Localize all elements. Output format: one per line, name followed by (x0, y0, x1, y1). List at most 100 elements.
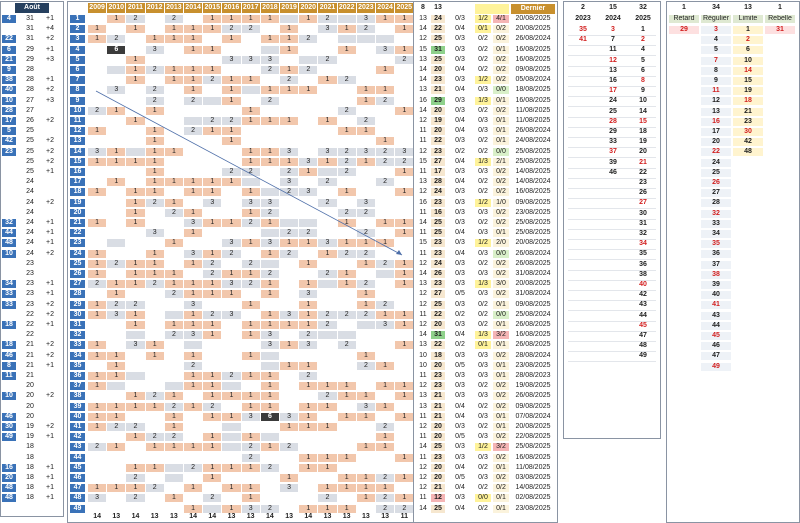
aout-delta: +1 (46, 463, 54, 471)
grid-cell: 1 (337, 504, 356, 513)
grid-cell: 1 (222, 484, 241, 493)
stats-date: 11/08/2025 (515, 117, 551, 124)
years-value (600, 261, 626, 269)
grid-cell: 1 (280, 86, 299, 95)
grid-cell: 1 (164, 443, 183, 452)
grid-cell: 2 (337, 157, 356, 166)
grid-cell (260, 423, 279, 431)
stats-ratio-c: 0/2 (493, 351, 509, 360)
grid-cell (318, 372, 337, 380)
grid-cell (260, 45, 279, 54)
grid-cell (203, 96, 222, 105)
stats-total: 20 (431, 361, 445, 370)
stats-ratio-b: 0/2 (478, 259, 488, 267)
category-value (765, 77, 795, 85)
grid-cell (260, 188, 279, 197)
grid-cell: 2 (107, 423, 126, 431)
grid-cell (222, 45, 241, 54)
grid-cell (184, 117, 203, 125)
stats-total: 23 (431, 239, 445, 248)
grid-cell: 2 (203, 259, 222, 268)
category-value (765, 281, 795, 289)
grid-cell: 1 (318, 463, 337, 472)
row-number: 30 (70, 310, 85, 319)
aout-count: 21 (26, 351, 34, 359)
grid-cell (126, 351, 145, 360)
category-value (733, 312, 763, 320)
grid-cell (88, 86, 107, 95)
grid-cell (318, 331, 337, 340)
category-value (733, 342, 763, 350)
years-value (600, 342, 626, 350)
stats-ratio-c: 0/1 (493, 96, 509, 105)
stats-date: 07/08/2024 (515, 412, 551, 420)
stats-date: 26/08/2025 (515, 321, 551, 328)
aout-count: 19 (26, 433, 34, 441)
grid-cell (164, 310, 183, 319)
grid-cell (299, 249, 318, 258)
grid-cell (260, 106, 279, 115)
grid-cell (299, 474, 318, 482)
grid-cell (280, 331, 299, 340)
grid-cell: 2 (88, 106, 107, 115)
grid-cell: 1 (107, 147, 126, 156)
grid-cell: 2 (145, 96, 164, 105)
aout-count: 27 (26, 96, 34, 104)
grid-cell (376, 331, 395, 340)
years-value: 16 (609, 77, 617, 84)
stats-ratio-b: 0/3 (478, 474, 488, 481)
category-value (669, 322, 699, 330)
category-value: 42 (733, 138, 763, 147)
grid-cell (222, 402, 241, 411)
grid-cell (164, 259, 183, 268)
row-number: 20 (70, 208, 85, 217)
aout-number: 4 (2, 15, 16, 23)
years-value: 2 (641, 36, 645, 44)
row-number: 34 (70, 351, 85, 360)
grid-cell: 2 (241, 25, 260, 34)
grid-cell (241, 290, 260, 299)
stats-ratio-a: 0/4 (455, 229, 465, 237)
grid-cell (184, 239, 203, 248)
grid-cell: 2 (356, 249, 375, 258)
aout-delta: +2 (46, 147, 54, 155)
aout-number (2, 168, 16, 176)
grid-cell: 1 (184, 280, 203, 289)
grid-cell: 1 (260, 117, 279, 125)
years-value (570, 46, 596, 54)
stats-ratio-c: 0/0 (493, 310, 509, 319)
grid-cell (126, 45, 145, 54)
stats-date: 18/08/2025 (515, 86, 551, 94)
grid-cell (376, 55, 395, 64)
grid-cell (203, 423, 222, 431)
row-number: 12 (70, 127, 85, 136)
grid-cell: 6 (260, 412, 279, 421)
grid-cell (107, 382, 126, 391)
grid-cell: 2 (88, 443, 107, 452)
grid-cell (280, 433, 299, 442)
grid-cell: 2 (376, 494, 395, 503)
years-value (600, 210, 626, 218)
grid-cell: 2 (222, 372, 241, 380)
years-value (570, 87, 596, 95)
grid-cell (126, 229, 145, 238)
grid-cell: 2 (318, 310, 337, 319)
category-panel: 1 34 13 1 Retard Régulier Limite Rebelle 29 3 1 31… (666, 1, 800, 523)
grid-cell: 2 (356, 229, 375, 238)
stats-ratio-b: 0/2 (478, 219, 488, 226)
aout-delta (41, 178, 59, 186)
aout-count: 23 (26, 300, 34, 308)
grid-cell (107, 341, 126, 350)
grid-cell: 1 (126, 66, 145, 74)
grid-cell: 1 (126, 392, 145, 401)
category-value: 2 (733, 36, 763, 45)
row-number: 41 (70, 423, 85, 431)
grid-cell: 3 (280, 147, 299, 156)
year-footer-cell: 13 (112, 513, 121, 520)
category-value: 12 (701, 97, 731, 106)
year-footer-cell: 14 (304, 513, 313, 520)
grid-cell (337, 494, 356, 503)
years-value (570, 301, 596, 309)
grid-cell: 2 (164, 433, 183, 442)
grid-cell: 1 (126, 188, 145, 197)
